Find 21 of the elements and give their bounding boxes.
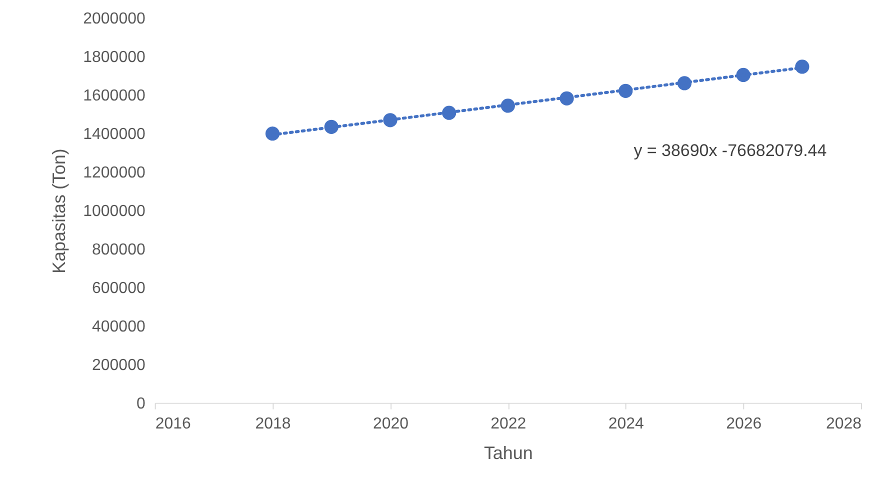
y-tick-label: 200000 [92, 356, 146, 374]
y-tick-label: 400000 [92, 318, 146, 336]
x-tick-label: 2024 [608, 415, 644, 432]
annotation: y = 38690x -76682079.44 [634, 141, 827, 160]
x-tick-label: 2022 [490, 415, 526, 432]
y-tick-label: 800000 [92, 241, 146, 258]
y-axis-title: Kapasitas (Ton) [49, 148, 70, 274]
x-axis-title: Tahun [484, 443, 533, 464]
y-tick-label: 0 [136, 395, 146, 412]
x-tick-label: 2028 [826, 415, 862, 432]
x-tick-label: 2020 [372, 415, 409, 432]
x-tick-label: 2018 [255, 415, 291, 432]
y-tick-label: 1400000 [83, 126, 146, 144]
y-tick-label: 1800000 [83, 49, 146, 66]
x-tick-label: 2026 [726, 415, 762, 432]
x-tick-label: 2016 [155, 415, 191, 432]
y-tick-label: 2000000 [83, 10, 146, 28]
y-tick-label: 600000 [92, 280, 146, 297]
y-tick-label: 1600000 [83, 88, 146, 105]
y-tick-label: 1200000 [83, 164, 146, 182]
y-tick-label: 1000000 [83, 203, 146, 220]
